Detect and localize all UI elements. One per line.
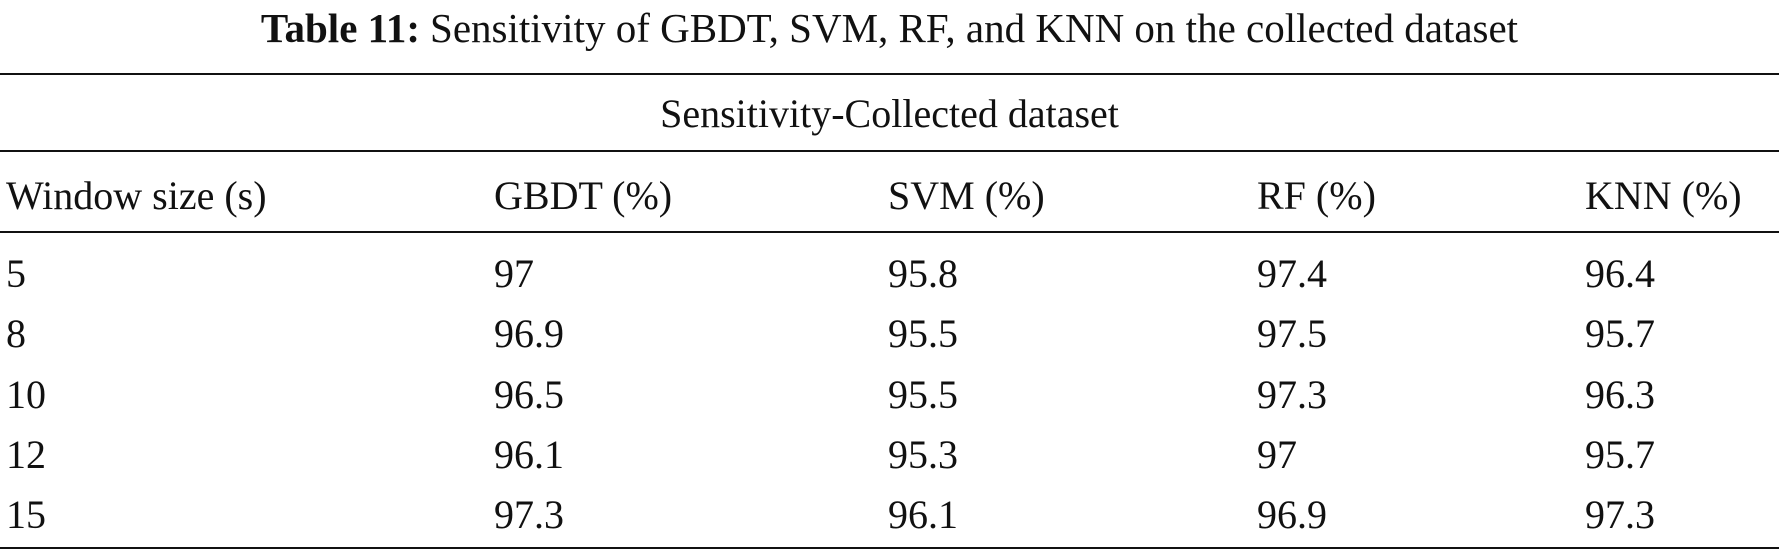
top-rule [0, 73, 1779, 75]
cell: 95.5 [888, 371, 958, 417]
cell: 10 [6, 371, 46, 417]
cell: 96.9 [494, 311, 564, 357]
caption: Table 11: Sensitivity of GBDT, SVM, RF, a… [0, 4, 1779, 52]
column-header: RF (%) [1257, 173, 1376, 218]
cell: 97.5 [1257, 311, 1327, 357]
cell: 97 [494, 251, 534, 296]
rule [0, 150, 1779, 152]
cell: 97.4 [1257, 251, 1327, 296]
cell: 8 [6, 311, 26, 357]
rule [0, 231, 1779, 233]
cell: 96.1 [888, 492, 958, 538]
group-header: Sensitivity-Collected dataset [660, 91, 1119, 136]
cell: 97.3 [1585, 492, 1655, 538]
bottom-rule [0, 547, 1779, 549]
cell: 97.3 [1257, 371, 1327, 417]
cell: 96.4 [1585, 251, 1655, 296]
cell: 97.3 [494, 492, 564, 538]
column-header: SVM (%) [888, 173, 1045, 218]
cell: 15 [6, 492, 46, 538]
caption-text: Sensitivity of GBDT, SVM, RF, and KNN on… [430, 5, 1519, 51]
cell: 95.3 [888, 431, 958, 477]
cell: 97 [1257, 431, 1297, 477]
column-header: Window size (s) [6, 173, 267, 218]
cell: 5 [6, 251, 26, 296]
cell: 95.5 [888, 311, 958, 357]
caption-label: Table 11: [260, 5, 421, 51]
column-header: GBDT (%) [494, 173, 673, 218]
cell: 96.5 [494, 371, 564, 417]
cell: 95.8 [888, 251, 958, 296]
cell: 12 [6, 431, 46, 477]
cell: 95.7 [1585, 311, 1655, 357]
cell: 96.1 [494, 431, 564, 477]
column-header: KNN (%) [1585, 173, 1742, 218]
cell: 96.9 [1257, 492, 1327, 538]
cell: 95.7 [1585, 431, 1655, 477]
cell: 96.3 [1585, 371, 1655, 417]
